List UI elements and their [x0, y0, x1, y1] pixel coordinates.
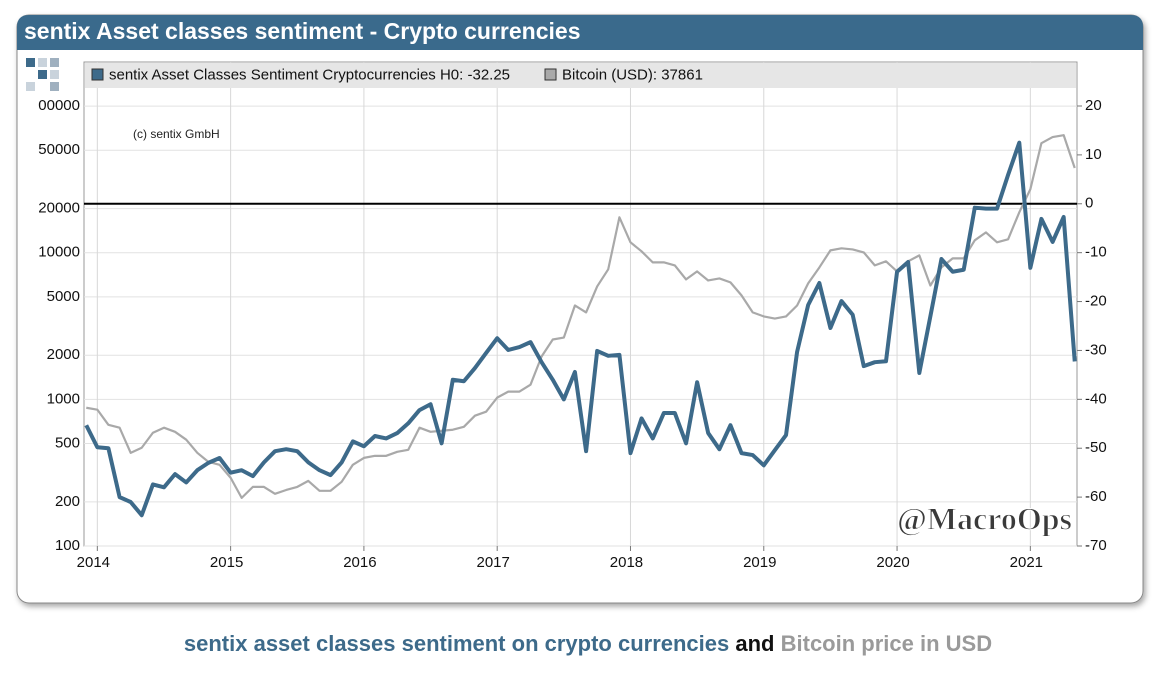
x-tick-label: 2016 [343, 554, 376, 571]
legend-swatch [544, 68, 557, 81]
x-tick-label: 2021 [1010, 554, 1043, 571]
caption-part: Bitcoin price in USD [781, 631, 992, 656]
y2-tick-label: -20 [1085, 293, 1107, 310]
x-tick-label: 2018 [610, 554, 643, 571]
y-tick-label: 00000 [38, 97, 80, 114]
caption-part: sentix asset classes sentiment on crypto… [184, 631, 729, 656]
legend-label: Bitcoin (USD): 37861 [562, 66, 703, 83]
y2-tick-label: -70 [1085, 537, 1107, 554]
marks [84, 134, 1077, 518]
y2-tick-label: 20 [1085, 97, 1102, 114]
legend-bar [85, 63, 1076, 88]
watermark: @MacroOps [897, 500, 1072, 536]
caption-part: and [735, 631, 774, 656]
x-tick-label: 2019 [743, 554, 776, 571]
y-tick-label: 20000 [38, 200, 80, 217]
y-tick-label: 10000 [38, 244, 80, 261]
y2-tick-label: -50 [1085, 439, 1107, 456]
chart-title: sentix Asset classes sentiment - Crypto … [24, 18, 581, 44]
y-tick-label: 50000 [38, 141, 80, 158]
copyright: (c) sentix GmbH [133, 127, 220, 141]
y2-tick-label: 10 [1085, 146, 1102, 163]
x-tick-label: 2020 [876, 554, 909, 571]
y2-tick-label: -10 [1085, 244, 1107, 261]
y2-tick-label: 0 [1085, 195, 1093, 212]
legend: sentix Asset Classes Sentiment Cryptocur… [91, 66, 703, 83]
caption: sentix asset classes sentiment on crypto… [184, 631, 992, 656]
x-tick-label: 2015 [210, 554, 243, 571]
series-line [86, 134, 1076, 499]
grid [84, 62, 1077, 547]
y-tick-label: 1000 [47, 390, 80, 407]
y-tick-label: 100 [55, 537, 80, 554]
y-tick-label: 500 [55, 434, 80, 451]
x-tick-label: 2014 [77, 554, 110, 571]
legend-label: sentix Asset Classes Sentiment Cryptocur… [109, 66, 510, 83]
y-tick-label: 200 [55, 493, 80, 510]
y-tick-label: 5000 [47, 288, 80, 305]
x-tick-label: 2017 [477, 554, 510, 571]
y2-tick-label: -30 [1085, 341, 1107, 358]
series-line [84, 140, 1077, 518]
title-bar [17, 15, 1143, 50]
legend-swatch [91, 68, 104, 81]
y2-tick-label: -40 [1085, 390, 1107, 407]
y2-tick-label: -60 [1085, 488, 1107, 505]
logo [26, 58, 59, 91]
y-tick-label: 2000 [47, 346, 80, 363]
